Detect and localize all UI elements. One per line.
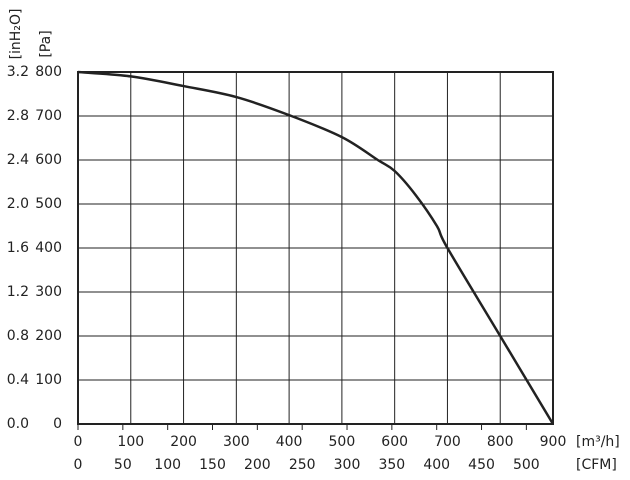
y-tick-label: 600 [35, 152, 62, 168]
x2-tick-label: 0 [74, 457, 83, 473]
x-tick-label: 700 [434, 434, 461, 450]
y2-tick-label: 0.0 [7, 416, 29, 432]
plot-frame [77, 71, 554, 425]
x2-tick-label: 250 [289, 457, 316, 473]
x2-axis-title: [CFM] [576, 457, 617, 473]
y2-tick-label: 1.6 [7, 240, 29, 256]
x-tick-label: 600 [381, 434, 408, 450]
x2-tick-label: 400 [423, 457, 450, 473]
y-tick-label: 800 [35, 64, 62, 80]
y2-tick-label: 3.2 [7, 64, 29, 80]
x2-tick-label: 500 [513, 457, 540, 473]
y2-tick-label: 2.8 [7, 108, 29, 124]
y2-axis-title: [inH₂O] [8, 9, 24, 60]
x-tick-label: 200 [170, 434, 197, 450]
y2-tick-label: 2.0 [7, 196, 29, 212]
x-axis-title: [m³/h] [576, 434, 620, 450]
y2-tick-label: 0.8 [7, 328, 29, 344]
y-tick-label: 400 [35, 240, 62, 256]
y-tick-label: 0 [53, 416, 62, 432]
y-tick-label: 100 [35, 372, 62, 388]
x2-tick-label: 450 [468, 457, 495, 473]
x-tick-label: 300 [223, 434, 250, 450]
y-axis-title: [Pa] [38, 30, 54, 57]
x-tick-label: 800 [487, 434, 514, 450]
y2-tick-label: 1.2 [7, 284, 29, 300]
x2-tick-label: 50 [114, 457, 132, 473]
curve [77, 70, 555, 425]
y-tick-label: 500 [35, 196, 62, 212]
x2-tick-label: 350 [378, 457, 405, 473]
x-tick-label: 900 [540, 434, 567, 450]
x2-tick-label: 200 [244, 457, 271, 473]
x-tick-label: 0 [74, 434, 83, 450]
x2-tick-label: 300 [334, 457, 361, 473]
y-tick-label: 700 [35, 108, 62, 124]
y2-tick-label: 2.4 [7, 152, 29, 168]
y-tick-label: 300 [35, 284, 62, 300]
x2-tick-label: 100 [154, 457, 181, 473]
x-tick-label: 100 [117, 434, 144, 450]
y2-tick-label: 0.4 [7, 372, 29, 388]
x-tick-label: 500 [329, 434, 356, 450]
x-tick-label: 400 [276, 434, 303, 450]
x2-tick-label: 150 [199, 457, 226, 473]
y-tick-label: 200 [35, 328, 62, 344]
